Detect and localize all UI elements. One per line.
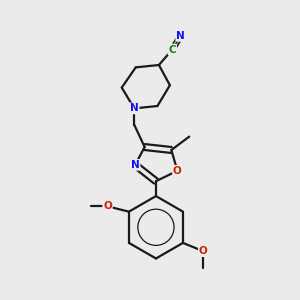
- Text: O: O: [103, 201, 112, 211]
- Text: C: C: [169, 44, 176, 55]
- Text: N: N: [130, 103, 139, 113]
- Text: N: N: [131, 160, 140, 170]
- Text: O: O: [173, 166, 182, 176]
- Text: O: O: [199, 246, 208, 256]
- Text: N: N: [176, 31, 185, 41]
